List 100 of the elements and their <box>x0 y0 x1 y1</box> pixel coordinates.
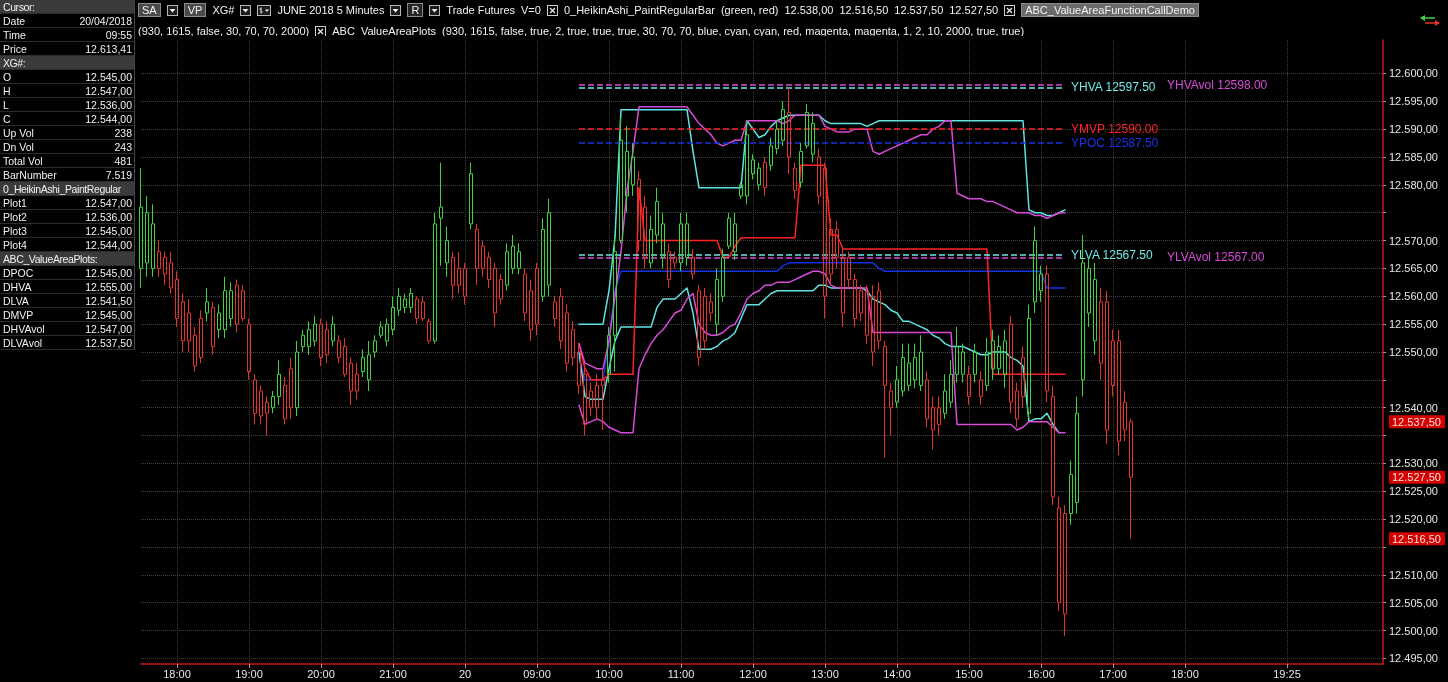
candlestick <box>349 357 353 406</box>
ref-line-label: YMVP 12590.00 <box>1071 122 1159 137</box>
candlestick <box>1129 418 1133 540</box>
candlestick <box>733 212 737 261</box>
text: 0_HeikinAshi_PaintRegularBar <box>563 3 715 17</box>
candlestick <box>325 320 329 364</box>
line-series <box>578 164 1066 381</box>
candlestick <box>535 262 539 336</box>
candlestick <box>355 362 359 400</box>
category-label: Plot4 <box>3 238 27 251</box>
candlestick <box>493 262 497 328</box>
line-series <box>578 108 1066 325</box>
line-series <box>578 262 1066 381</box>
candlestick <box>1033 226 1037 314</box>
text: XG#: <box>0 56 134 70</box>
y-tick-label: 12.505,00 <box>1389 596 1438 609</box>
candlestick <box>415 295 419 325</box>
candlestick <box>685 212 689 267</box>
candlestick <box>385 318 389 347</box>
text: 243 <box>114 140 132 153</box>
candlestick <box>1099 287 1103 381</box>
candlestick <box>877 281 881 350</box>
x-tick-label: 17:00 <box>1099 667 1127 680</box>
candlestick <box>163 251 167 286</box>
candlestick <box>991 329 995 381</box>
candlestick <box>595 373 599 420</box>
candlestick <box>517 242 521 275</box>
candlestick <box>199 309 203 364</box>
candlestick <box>307 320 311 356</box>
candlestick <box>829 217 833 286</box>
x-tick-label: 10:00 <box>595 667 623 680</box>
candlestick <box>139 167 143 289</box>
text: ABC_ValueAreaFunctionCallDemo <box>1021 3 1199 17</box>
candlestick <box>331 315 335 347</box>
candlestick <box>505 242 509 292</box>
candlestick <box>907 343 911 392</box>
candlestick <box>871 284 875 367</box>
candlestick <box>301 329 305 353</box>
text: ABC_ValueAreaPlots: <box>0 252 134 266</box>
candlestick <box>763 156 767 197</box>
category-label: Time <box>3 28 26 41</box>
candlestick <box>541 217 545 303</box>
y-tick-label: 12.570,00 <box>1389 234 1438 247</box>
category-label: H <box>3 84 11 97</box>
candlestick <box>673 251 677 269</box>
candlestick <box>223 276 227 339</box>
x-tick-label: 11:00 <box>667 667 695 680</box>
category-label: C <box>3 112 11 125</box>
category-label: Date <box>3 14 26 27</box>
text: 12.547,00 <box>85 196 132 209</box>
x-tick-label: 15:00 <box>955 667 983 680</box>
text: 12.537,50 <box>85 336 132 349</box>
candlestick <box>757 162 761 191</box>
candlestick <box>289 357 293 420</box>
candlestick <box>511 234 515 275</box>
y-tick-label: 12.530,00 <box>1389 457 1438 470</box>
candlestick <box>727 212 731 250</box>
candlestick <box>997 334 1001 375</box>
candlestick <box>205 287 209 322</box>
candlestick <box>793 162 797 200</box>
text: 12.527,50 <box>949 3 999 17</box>
candlestick <box>427 318 431 345</box>
x-tick-label: 18:00 <box>163 667 191 680</box>
text: 12.547,00 <box>85 322 132 335</box>
text: 12.544,00 <box>85 112 132 125</box>
ref-line-label: YPOC 12587.50 <box>1071 136 1159 151</box>
candlestick <box>181 293 185 353</box>
candlestick <box>1003 329 1007 389</box>
candlestick <box>1015 382 1019 428</box>
ref-line-label: YHVAvol 12598.00 <box>1167 77 1268 92</box>
x-tick-label: 16:00 <box>1027 667 1055 680</box>
candlestick <box>445 226 449 278</box>
candlestick <box>973 343 977 384</box>
line-series <box>578 106 1066 370</box>
text: 09:55 <box>105 28 132 41</box>
y-tick-label: 12.537,50 <box>1392 415 1441 428</box>
candlestick <box>775 120 779 155</box>
candlestick <box>457 251 461 294</box>
candlestick <box>241 284 245 322</box>
candlestick <box>1039 265 1043 303</box>
candlestick <box>751 153 755 180</box>
candlestick <box>265 396 269 437</box>
y-tick-label: 12.595,00 <box>1389 95 1438 108</box>
y-tick-label: 12.495,00 <box>1389 652 1438 665</box>
candlestick <box>583 362 587 437</box>
candlestick <box>187 298 191 353</box>
candlestick <box>841 248 845 328</box>
candlestick <box>1111 329 1115 398</box>
candlestick <box>1105 290 1109 445</box>
candlestick <box>295 340 299 417</box>
candlestick <box>901 343 905 398</box>
text: 12.536,00 <box>85 98 132 111</box>
text: 0_HeikinAshi_PaintRegular <box>0 182 134 196</box>
y-tick-label: 12.580,00 <box>1389 178 1438 191</box>
candlestick <box>769 137 773 172</box>
category-label: Price <box>3 42 27 55</box>
candlestick <box>475 223 479 286</box>
text: (930, 1615, false, true, 2, true, true, true, 30, 70, 70, blue, cyan, cyan, red, magenta, magenta, 1, 2, 10, 2000, true, true) <box>442 25 1025 38</box>
candlestick <box>169 251 173 294</box>
candlestick <box>1075 396 1079 515</box>
